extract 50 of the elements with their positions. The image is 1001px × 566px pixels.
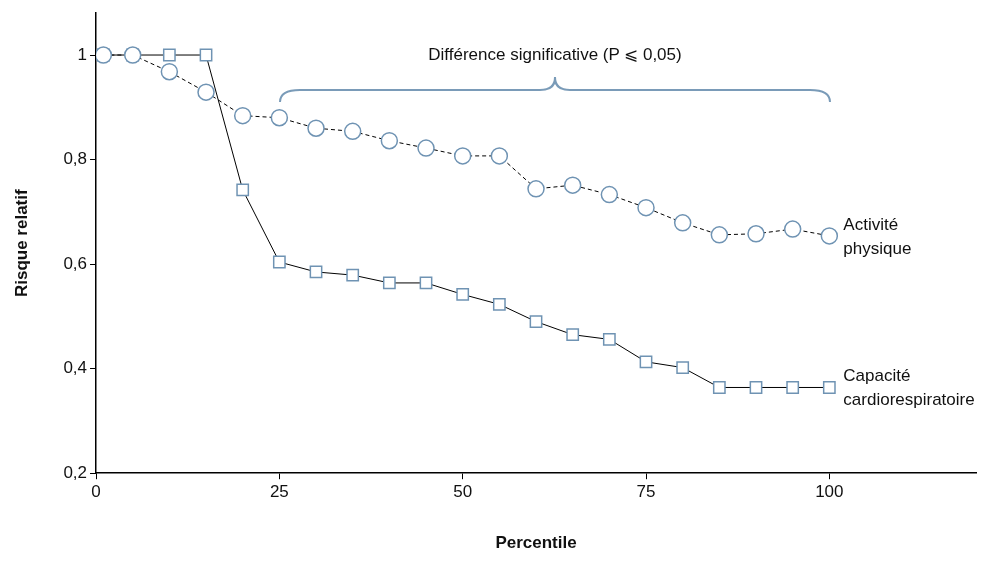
point bbox=[417, 139, 435, 157]
point bbox=[346, 268, 360, 282]
point bbox=[712, 381, 726, 394]
point bbox=[786, 381, 800, 394]
point bbox=[233, 106, 252, 125]
point bbox=[566, 328, 580, 342]
x-tick-label: 0 bbox=[91, 482, 101, 502]
point bbox=[563, 176, 582, 194]
point bbox=[710, 226, 729, 244]
annotation: Différence significative (P ⩽ 0,05) bbox=[428, 45, 682, 65]
point bbox=[820, 227, 839, 245]
point bbox=[600, 185, 619, 204]
point bbox=[639, 355, 653, 369]
y-axis-title: Risque relatif bbox=[11, 189, 31, 298]
point bbox=[453, 147, 472, 165]
point bbox=[673, 214, 692, 232]
point bbox=[162, 48, 176, 62]
x-tick-label: 25 bbox=[269, 482, 289, 502]
point bbox=[236, 183, 250, 197]
point bbox=[307, 119, 325, 137]
point bbox=[637, 198, 655, 217]
point bbox=[783, 220, 802, 238]
point bbox=[382, 276, 396, 290]
x-axis-title: Percentile bbox=[495, 533, 577, 553]
point bbox=[747, 225, 765, 243]
y-tick-label: 1 bbox=[77, 44, 88, 64]
point bbox=[270, 109, 289, 127]
x-tick-label: 50 bbox=[453, 482, 473, 502]
point bbox=[602, 332, 616, 346]
point bbox=[749, 381, 763, 394]
point bbox=[272, 255, 286, 269]
point bbox=[490, 147, 509, 165]
point bbox=[380, 132, 399, 150]
x-tick-label: 100 bbox=[815, 482, 844, 502]
point bbox=[527, 180, 545, 198]
point bbox=[343, 122, 362, 141]
y-tick-label: 0,8 bbox=[63, 149, 88, 169]
point bbox=[160, 63, 179, 81]
series-label: Capacité cardiorespiratoire bbox=[843, 366, 975, 410]
point bbox=[676, 361, 690, 375]
x-tick-label: 75 bbox=[636, 482, 656, 502]
point bbox=[197, 83, 215, 101]
series-label: Activité physique bbox=[843, 214, 912, 258]
y-tick-label: 0,6 bbox=[63, 253, 88, 273]
point bbox=[456, 288, 470, 301]
point bbox=[492, 297, 506, 311]
y-tick-label: 0,4 bbox=[63, 358, 88, 378]
point bbox=[822, 381, 836, 394]
point bbox=[529, 315, 543, 329]
y-tick-label: 0,2 bbox=[63, 462, 88, 482]
